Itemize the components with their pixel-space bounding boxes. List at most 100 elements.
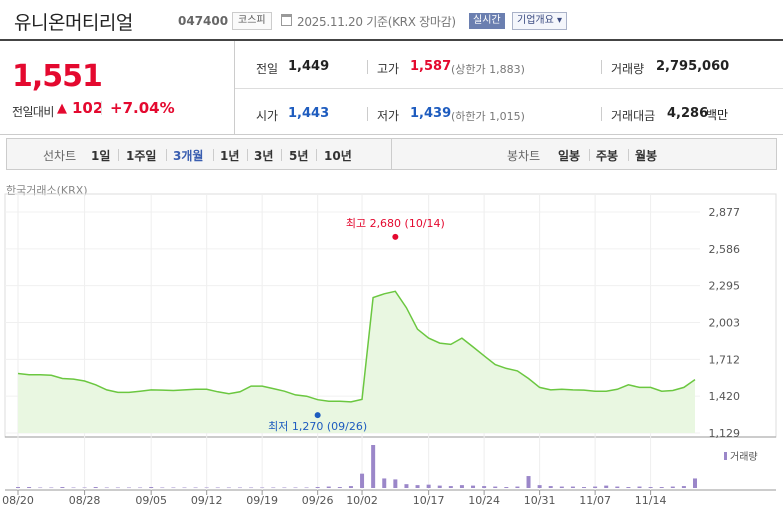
tab-monthly[interactable]: 월봉: [635, 149, 658, 163]
volume-bar: [482, 486, 487, 488]
price-summary: 1,551 전일대비 ▲ 102 +7.04% 전일 1,449 고가 1,58…: [0, 39, 783, 135]
up-arrow-icon: ▲: [57, 101, 67, 116]
x-tick-label: 09/12: [191, 494, 223, 507]
price-area: [18, 291, 695, 433]
divider: [235, 88, 783, 89]
candle-chart-label: 봉차트: [507, 149, 541, 163]
volume-bar: [559, 486, 564, 488]
base-date: 2025.11.20 기준(KRX 장마감): [297, 15, 456, 29]
volume-bar: [171, 487, 176, 489]
volume-bar: [93, 487, 98, 488]
change-value: 102: [72, 99, 104, 117]
divider: [213, 149, 214, 161]
tab-5y[interactable]: 5년: [289, 149, 309, 163]
volume-bar: [193, 487, 198, 489]
tab-3y[interactable]: 3년: [254, 149, 274, 163]
volume-bar: [548, 486, 553, 488]
price-line: [17, 290, 696, 403]
volume-bar: [16, 487, 20, 488]
y-tick-label: 1,420: [709, 390, 741, 403]
x-tick-label: 08/20: [2, 494, 34, 507]
volume-bar: [360, 473, 365, 488]
volume-bar: [237, 487, 242, 489]
tab-1w[interactable]: 1주일: [126, 149, 157, 163]
volume-bar: [681, 486, 686, 488]
tab-1y[interactable]: 1년: [220, 149, 240, 163]
volume-bar: [27, 487, 32, 488]
volume-bar: [260, 487, 265, 489]
divider: [101, 101, 102, 115]
prev-close-value: 1,449: [288, 59, 330, 74]
upper-limit: (상한가 1,883): [451, 63, 525, 76]
tab-daily[interactable]: 일봉: [558, 149, 581, 163]
x-tick-label: 10/02: [346, 494, 378, 507]
volume-bar: [426, 484, 431, 488]
x-tick-label: 11/07: [579, 494, 611, 507]
volume-bar: [582, 487, 587, 488]
y-tick-label: 2,877: [709, 206, 741, 219]
volume-bar: [670, 486, 675, 488]
volume-bar: [471, 485, 476, 488]
company-overview-dropdown[interactable]: 기업개요 ▾: [512, 12, 568, 30]
divider: [367, 107, 368, 121]
volume-bar: [226, 487, 231, 489]
volume-label: 거래량: [611, 62, 645, 76]
x-tick-label: 08/28: [69, 494, 101, 507]
max-label: 최고 2,680 (10/14): [346, 217, 445, 230]
divider: [247, 149, 248, 161]
tab-1d[interactable]: 1일: [91, 149, 111, 163]
volume-bar: [249, 487, 254, 489]
volume-bar: [515, 486, 520, 488]
divider: [601, 60, 602, 74]
line-chart-label: 선차트: [43, 149, 77, 163]
tab-weekly[interactable]: 주봉: [596, 149, 619, 163]
x-tick-label: 09/05: [135, 494, 167, 507]
x-tick-label: 11/14: [635, 494, 667, 507]
volume-bar: [604, 485, 609, 488]
volume-bar: [326, 486, 331, 488]
divider: [367, 60, 368, 74]
realtime-button[interactable]: 실시간: [469, 13, 505, 29]
volume-value: 2,795,060: [656, 59, 730, 74]
volume-bar: [448, 486, 453, 488]
volume-bar: [337, 487, 342, 488]
volume-bar: [149, 487, 154, 488]
overview-label: 기업개요: [517, 15, 554, 26]
tab-3m[interactable]: 3개월: [173, 149, 204, 163]
volume-bar: [49, 487, 54, 489]
volume-bar: [60, 487, 65, 488]
divider: [281, 149, 282, 161]
volume-legend: 거래량: [730, 451, 758, 463]
amount-value: 4,286: [667, 106, 709, 121]
y-tick-label: 2,586: [709, 243, 741, 256]
volume-bar: [126, 487, 131, 489]
x-tick-label: 10/17: [413, 494, 445, 507]
tab-10y[interactable]: 10년: [324, 149, 352, 163]
volume-bar: [315, 487, 320, 488]
low-value: 1,439: [410, 106, 452, 121]
divider: [589, 149, 590, 161]
x-tick-label: 09/26: [302, 494, 334, 507]
y-tick-label: 2,003: [709, 317, 741, 330]
volume-bar: [504, 487, 509, 488]
volume-bar: [215, 487, 220, 489]
volume-bar: [182, 487, 187, 489]
volume-bar: [271, 487, 276, 489]
y-tick-label: 2,295: [709, 280, 741, 293]
volume-bar: [615, 486, 620, 488]
volume-bar: [160, 487, 165, 489]
volume-bar: [115, 487, 120, 489]
min-marker: [314, 412, 321, 419]
volume-bar: [293, 487, 298, 489]
volume-bar: [659, 487, 664, 488]
low-label: 저가: [377, 109, 400, 123]
volume-bar: [71, 487, 76, 489]
volume-bar: [459, 485, 464, 488]
volume-bar: [626, 487, 631, 488]
calendar-icon: [281, 14, 292, 26]
volume-bar: [404, 484, 409, 488]
stock-header: 유니온머티리얼 047400 코스피 2025.11.20 기준(KRX 장마감…: [0, 0, 783, 38]
divider: [628, 149, 629, 161]
divider: [391, 139, 392, 169]
chevron-down-icon: ▾: [557, 15, 563, 26]
